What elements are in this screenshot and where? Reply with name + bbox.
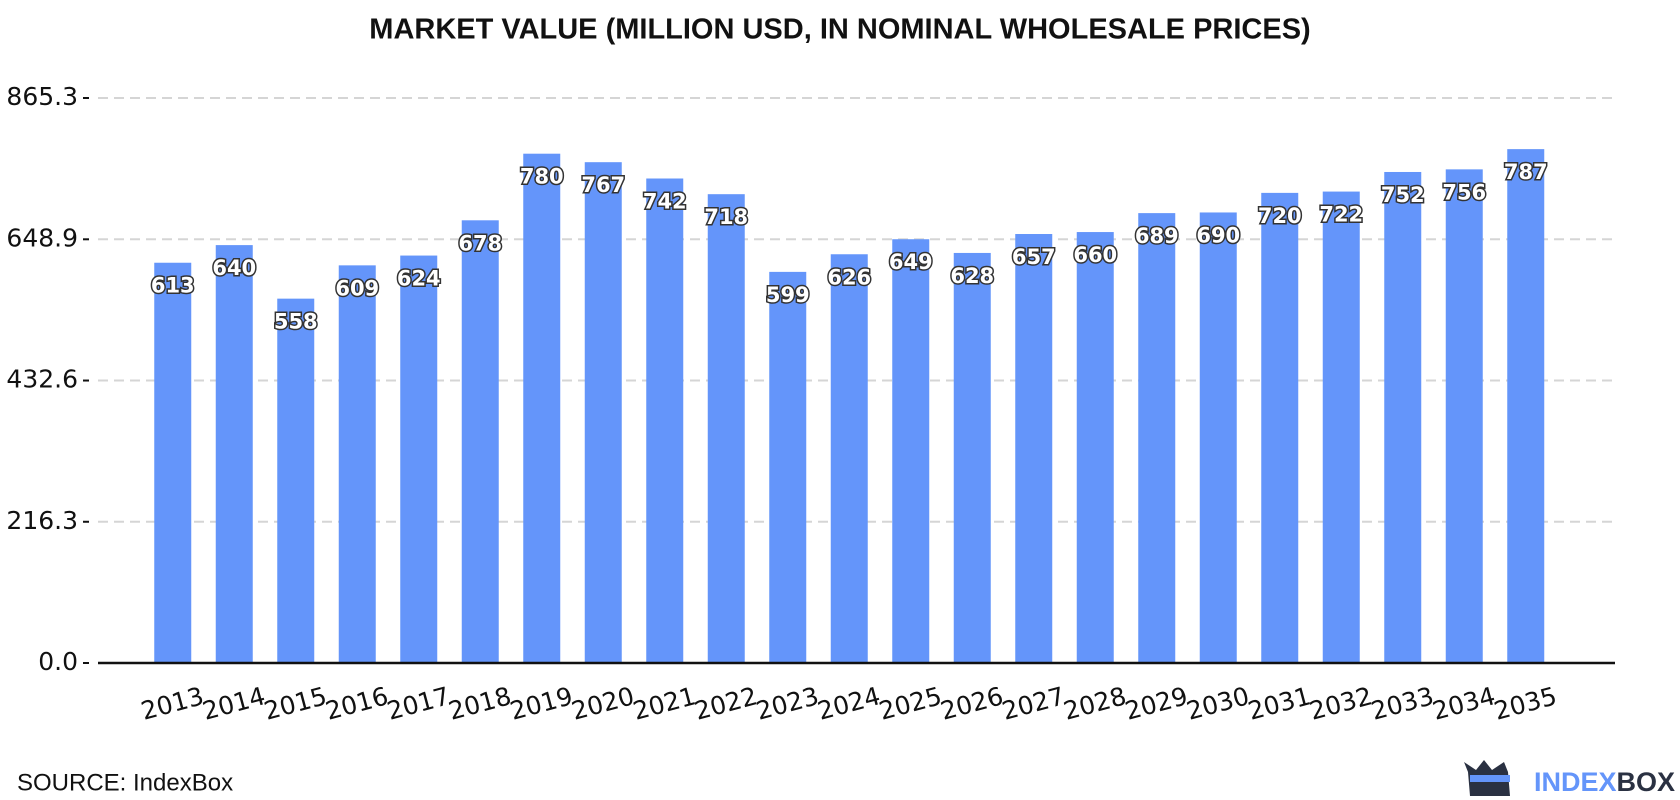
x-tick-label: 2035 xyxy=(1491,681,1560,725)
x-tick-label: 2015 xyxy=(261,681,330,725)
bar xyxy=(523,153,561,663)
bar xyxy=(277,298,315,663)
value-label: 624 xyxy=(397,267,441,291)
x-tick-label: 2013 xyxy=(138,681,207,725)
value-label: 787 xyxy=(1504,160,1548,184)
x-tick-label: 2022 xyxy=(691,681,760,725)
value-label: 626 xyxy=(827,265,871,289)
value-label: 690 xyxy=(1196,223,1240,247)
x-tick-label: 2021 xyxy=(630,681,699,725)
x-tick-label: 2024 xyxy=(814,681,883,725)
bar xyxy=(1138,213,1176,663)
bar xyxy=(461,220,499,664)
bar xyxy=(1507,149,1545,663)
x-tick-label: 2025 xyxy=(876,681,945,725)
bar xyxy=(1076,232,1114,663)
value-label: 609 xyxy=(335,276,379,300)
x-tick-label: 2029 xyxy=(1122,681,1191,725)
value-label: 640 xyxy=(212,256,256,280)
value-label: 767 xyxy=(581,173,625,197)
bar xyxy=(1015,234,1053,663)
x-tick-label: 2016 xyxy=(322,681,391,725)
value-label: 718 xyxy=(704,205,748,229)
x-tick-label: 2023 xyxy=(753,681,822,725)
x-tick-label: 2019 xyxy=(507,681,576,725)
value-label: 599 xyxy=(766,283,810,307)
x-tick-label: 2017 xyxy=(384,681,453,725)
y-tick-label: 432.6 xyxy=(6,365,78,394)
x-tick-label: 2018 xyxy=(445,681,514,725)
value-label: 742 xyxy=(643,190,687,214)
logo: INDEXBOX xyxy=(1464,760,1675,797)
x-tick-label: 2026 xyxy=(937,681,1006,725)
brand-part: BOX xyxy=(1617,767,1676,797)
x-tick-label: 2031 xyxy=(1245,681,1314,725)
brand: INDEXBOX xyxy=(1534,767,1675,797)
bar xyxy=(1199,212,1237,663)
y-tick-label: 648.9 xyxy=(6,223,78,252)
bar xyxy=(769,271,807,663)
x-tick-label: 2034 xyxy=(1429,681,1498,725)
bar xyxy=(1445,169,1483,663)
bar xyxy=(1384,171,1422,663)
value-label: 678 xyxy=(458,231,502,255)
bar xyxy=(400,255,438,663)
bar xyxy=(953,252,991,663)
x-tick-label: 2033 xyxy=(1368,681,1437,725)
value-label: 720 xyxy=(1258,204,1302,228)
bar xyxy=(707,194,745,663)
bar xyxy=(584,162,622,664)
x-tick-label: 2020 xyxy=(568,681,637,725)
logo-band xyxy=(1470,775,1510,782)
x-tick-label: 2030 xyxy=(1183,681,1252,725)
bar xyxy=(646,178,684,663)
bar xyxy=(1261,192,1299,664)
source: SOURCE: IndexBox xyxy=(17,769,233,796)
value-label: 780 xyxy=(520,165,564,189)
value-label: 756 xyxy=(1442,180,1486,204)
bar xyxy=(338,265,376,663)
value-label: 558 xyxy=(274,310,318,334)
value-label: 628 xyxy=(950,264,994,288)
brand-part: INDEX xyxy=(1534,767,1617,797)
value-label: 613 xyxy=(151,274,195,298)
bar xyxy=(154,262,192,663)
y-tick-label: 0.0 xyxy=(38,647,78,676)
value-label: 722 xyxy=(1319,203,1363,227)
value-label: 657 xyxy=(1012,245,1056,269)
x-tick-label: 2032 xyxy=(1306,681,1375,725)
bar xyxy=(215,245,253,664)
value-label: 752 xyxy=(1381,183,1425,207)
x-tick-label: 2028 xyxy=(1060,681,1129,725)
y-tick-label: 865.3 xyxy=(6,82,78,111)
value-label: 689 xyxy=(1135,224,1179,248)
bar xyxy=(892,239,930,663)
y-tick-label: 216.3 xyxy=(6,506,78,535)
x-tick-label: 2027 xyxy=(999,681,1068,725)
x-tick-label: 2014 xyxy=(199,681,268,725)
chart-title: MARKET VALUE (MILLION USD, IN NOMINAL WH… xyxy=(369,14,1310,46)
value-label: 660 xyxy=(1073,243,1117,267)
value-label: 649 xyxy=(889,250,933,274)
bar xyxy=(830,254,868,663)
bar xyxy=(1322,191,1360,664)
